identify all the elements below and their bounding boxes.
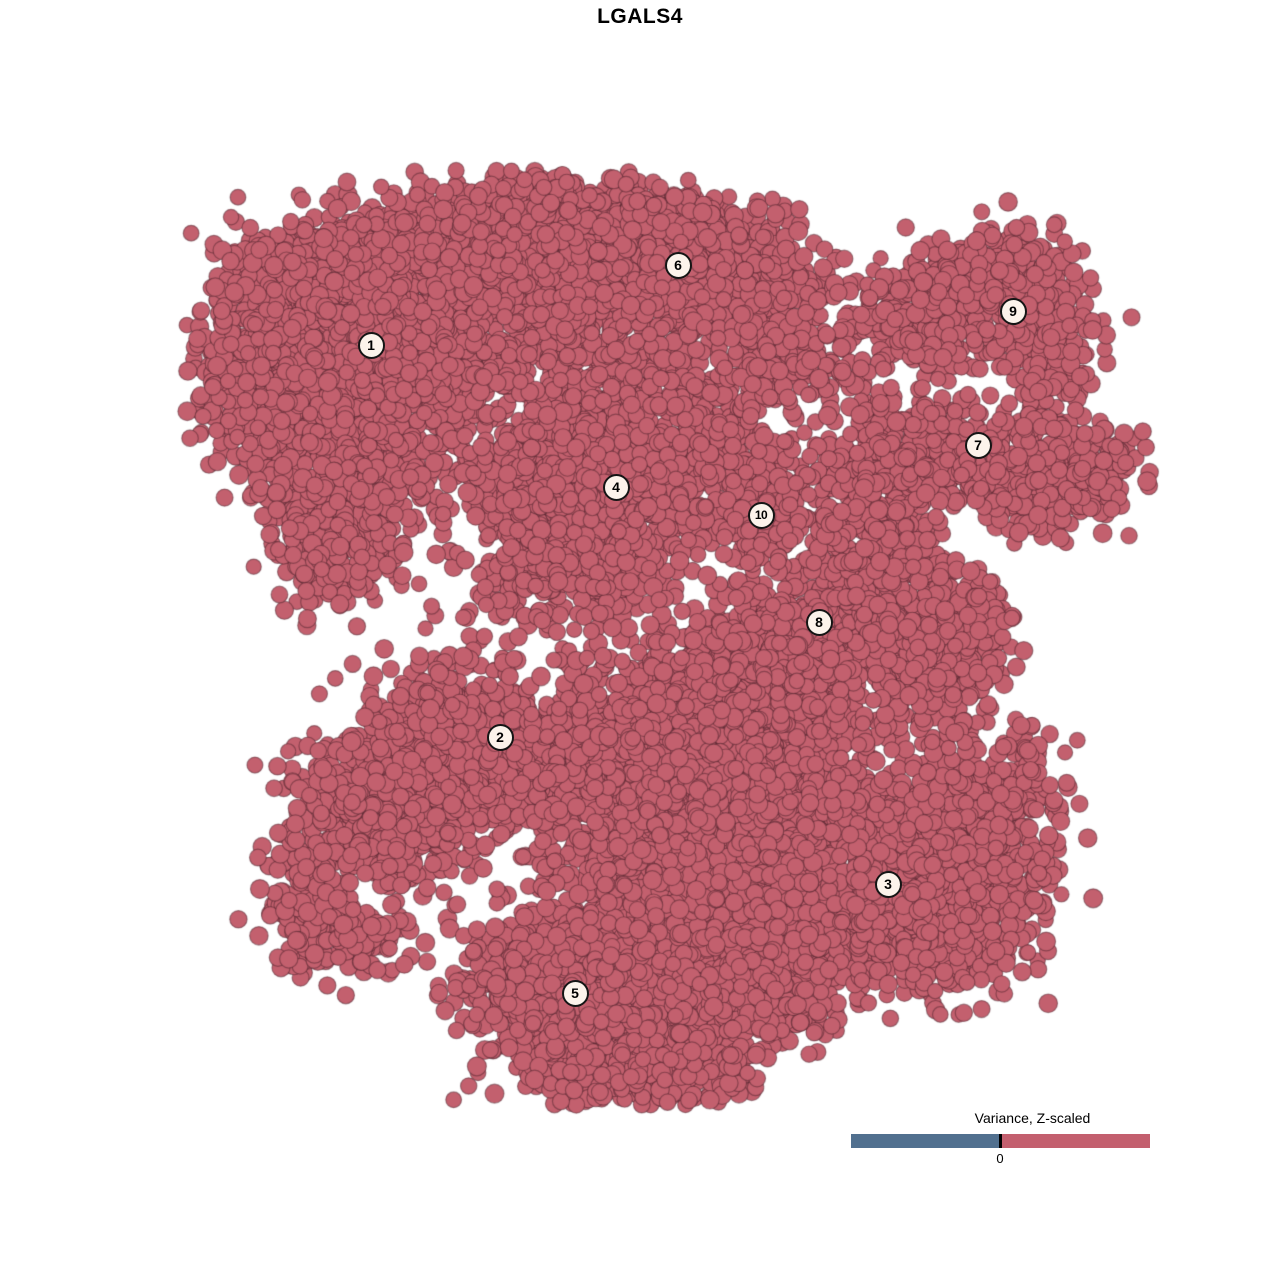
cluster-label-7: 7 <box>964 431 992 459</box>
cluster-label-4: 4 <box>602 473 630 501</box>
cluster-label-5: 5 <box>561 979 589 1007</box>
chart-title: LGALS4 <box>597 5 683 28</box>
colorbar-positive-segment <box>1000 1134 1150 1148</box>
colorbar-zero-label: 0 <box>996 1151 1004 1166</box>
colorbar-negative-segment <box>851 1134 1000 1148</box>
legend-title: Variance, Z-scaled <box>974 1110 1091 1126</box>
cluster-label-8: 8 <box>805 608 833 636</box>
cluster-label-2: 2 <box>486 723 514 751</box>
colorbar <box>851 1134 1150 1148</box>
cluster-label-1: 1 <box>357 331 385 359</box>
colorbar-legend: Variance, Z-scaled 0 <box>851 1110 1150 1170</box>
cluster-label-3: 3 <box>874 870 902 898</box>
colorbar-zero-tick <box>999 1134 1002 1148</box>
cluster-label-6: 6 <box>664 251 692 279</box>
cluster-label-10: 10 <box>747 501 775 529</box>
cluster-label-9: 9 <box>999 297 1027 325</box>
